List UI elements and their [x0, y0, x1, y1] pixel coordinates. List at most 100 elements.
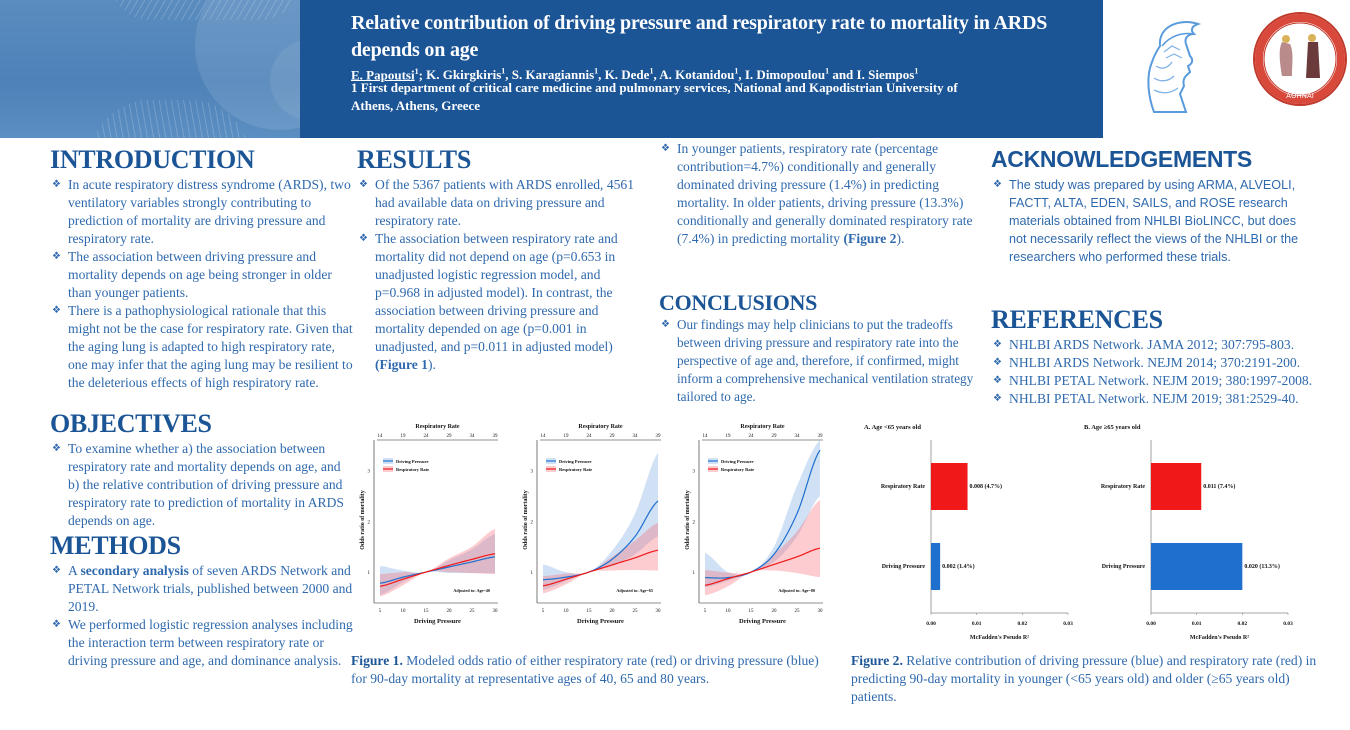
x-tick-label: 30 — [656, 609, 662, 614]
author-name: A. Kotanidou — [659, 67, 735, 83]
data-label: 0.002 (1.4%) — [942, 563, 975, 570]
x-tick-label: 10 — [564, 609, 570, 614]
list-item: A secondary analysis of seven ARDS Netwo… — [50, 562, 355, 616]
reference-item: NHLBI PETAL Network. NEJM 2019; 380:1997… — [991, 372, 1321, 390]
x-tick-label: 25 — [633, 609, 639, 614]
header-decoration — [0, 0, 300, 138]
x-tick-label: 15 — [587, 609, 593, 614]
top-tick-label: 29 — [772, 434, 778, 439]
list-item: To examine whether a) the association be… — [50, 440, 355, 530]
bar-driving-pressure — [931, 543, 941, 590]
line-driving-pressure — [379, 556, 496, 584]
co-authors: K. Gkirgkiris1, S. Karagiannis1, K. Dede… — [426, 67, 919, 83]
x-tick-label: 5 — [379, 609, 382, 614]
list-item: The association between respiratory rate… — [357, 230, 647, 374]
list-item: Our findings may help clinicians to put … — [659, 316, 989, 406]
reference-item: NHLBI PETAL Network. NEJM 2019; 381:2529… — [991, 390, 1321, 408]
top-tick-label: 34 — [795, 434, 801, 439]
x-tick-label: 10 — [726, 609, 732, 614]
ci-band-respiratory-rate — [380, 528, 495, 597]
reference-item: NHLBI ARDS Network. NEJM 2014; 370:2191-… — [991, 354, 1321, 372]
top-tick-label: 29 — [447, 434, 453, 439]
chart-title: Respiratory Rate — [415, 424, 459, 430]
list-item: We performed logistic regression analyse… — [50, 616, 355, 670]
introduction-section: INTRODUCTION In acute respiratory distre… — [50, 146, 355, 392]
x-tick-label: 25 — [795, 609, 801, 614]
legend-label: Respiratory Rate — [396, 467, 429, 472]
legend-label: Driving Pressure — [721, 459, 753, 464]
athena-logo — [1147, 21, 1202, 113]
x-tick-label: 20 — [772, 609, 778, 614]
x-axis-label: Driving Pressure — [577, 618, 624, 625]
bar-driving-pressure — [1151, 543, 1243, 590]
introduction-list: In acute respiratory distress syndrome (… — [50, 176, 355, 392]
y-tick-label: 3 — [368, 469, 371, 474]
x-tick-label: 0.00 — [1146, 621, 1156, 627]
chart-title: Respiratory Rate — [740, 424, 784, 430]
x-tick-label: 15 — [749, 609, 755, 614]
poster-title: Relative contribution of driving pressur… — [351, 12, 1048, 61]
top-tick-label: 34 — [470, 434, 476, 439]
ci-band-driving-pressure — [380, 533, 495, 595]
objectives-section: OBJECTIVES To examine whether a) the ass… — [50, 410, 355, 530]
author-list: E. Papoutsi1; K. Gkirgkiris1, S. Karagia… — [351, 67, 919, 83]
list-item: In younger patients, respiratory rate (p… — [659, 140, 984, 248]
legend-label: Driving Pressure — [559, 459, 591, 464]
x-axis-label: McFadden's Pseudo R² — [970, 635, 1029, 641]
top-tick-label: 14 — [703, 434, 709, 439]
x-tick-label: 30 — [493, 609, 499, 614]
y-axis-label: Odds ratio of mortality — [360, 490, 366, 550]
x-tick-label: 5 — [542, 609, 545, 614]
x-tick-label: 5 — [704, 609, 707, 614]
data-label: 0.008 (4.7%) — [970, 483, 1003, 490]
y-tick-label: 3 — [531, 469, 534, 474]
y-axis-label: Odds ratio of mortality — [685, 490, 691, 550]
y-tick-label: 1 — [693, 571, 696, 576]
x-tick-label: 0.00 — [926, 621, 936, 627]
figure2-chart-younger: A. Age <65 years old 0.00 0.01 0.02 0.03 McFa… — [855, 418, 1080, 653]
bar-respiratory-rate — [931, 463, 968, 510]
bar-respiratory-rate — [1151, 463, 1202, 510]
category-label: Driving Pressure — [1102, 564, 1146, 570]
line-driving-pressure — [704, 449, 821, 579]
results-heading: RESULTS — [357, 145, 472, 174]
y-axis-label: Odds ratio of mortality — [523, 490, 529, 550]
top-tick-label: 24 — [587, 434, 593, 439]
top-tick-label: 24 — [749, 434, 755, 439]
top-tick-label: 39 — [493, 434, 499, 439]
figure2-chart-older: B. Age ≥65 years old 0.00 0.01 0.02 0.03 McFa… — [1075, 418, 1315, 653]
line-respiratory-rate — [704, 547, 821, 586]
x-tick-label: 0.03 — [1283, 621, 1293, 627]
list-item: Of the 5367 patients with ARDS enrolled,… — [357, 176, 647, 230]
y-tick-label: 2 — [368, 520, 371, 525]
top-tick-label: 34 — [633, 434, 639, 439]
x-axis-label: McFadden's Pseudo R² — [1190, 635, 1249, 641]
list-item: The study was prepared by using ARMA, AL… — [991, 176, 1306, 266]
x-tick-label: 0.02 — [1238, 621, 1248, 627]
affiliation: 1 First department of critical care medi… — [351, 80, 958, 113]
figure2-caption: Figure 2. Relative contribution of drivi… — [851, 653, 1317, 704]
svg-text:ΑΘΗΝΑΙ: ΑΘΗΝΑΙ — [1286, 92, 1314, 100]
references-section: REFERENCES NHLBI ARDS Network. JAMA 2012… — [991, 306, 1321, 409]
presenting-author: E. Papoutsi — [351, 67, 415, 83]
category-label: Respiratory Rate — [1101, 484, 1145, 490]
acknowledgements-section: ACKNOWLEDGEMENTS The study was prepared … — [991, 145, 1306, 266]
figure1-caption: Figure 1. Modeled odds ratio of either r… — [351, 653, 819, 686]
evangelismos-seal-logo: ΑΘΗΝΑΙ — [1253, 12, 1347, 106]
introduction-heading: INTRODUCTION — [50, 145, 255, 174]
figure1-chart-age65: Respiratory Rate 14 19 24 29 34 39 5 10 15 20 25 30 1… — [518, 418, 683, 653]
list-item: In acute respiratory distress syndrome (… — [50, 176, 355, 248]
conclusions-section: CONCLUSIONS Our findings may help clinic… — [659, 290, 989, 406]
chart-title: B. Age ≥65 years old — [1084, 424, 1141, 431]
figure1-chart-age40: Respiratory Rate 14 19 24 29 34 39 5 10 15 20 25 30 1… — [355, 418, 520, 653]
acknowledgements-heading: ACKNOWLEDGEMENTS — [991, 146, 1252, 172]
chart-title: A. Age <65 years old — [864, 424, 921, 431]
header-banner: Relative contribution of driving pressur… — [300, 0, 1103, 138]
author-name: I. Siempos — [856, 67, 915, 83]
list-item: The association between driving pressure… — [50, 248, 355, 302]
y-tick-label: 2 — [531, 520, 534, 525]
x-tick-label: 30 — [818, 609, 824, 614]
data-label: 0.011 (7.4%) — [1203, 483, 1235, 490]
y-tick-label: 1 — [368, 571, 371, 576]
x-tick-label: 25 — [470, 609, 476, 614]
